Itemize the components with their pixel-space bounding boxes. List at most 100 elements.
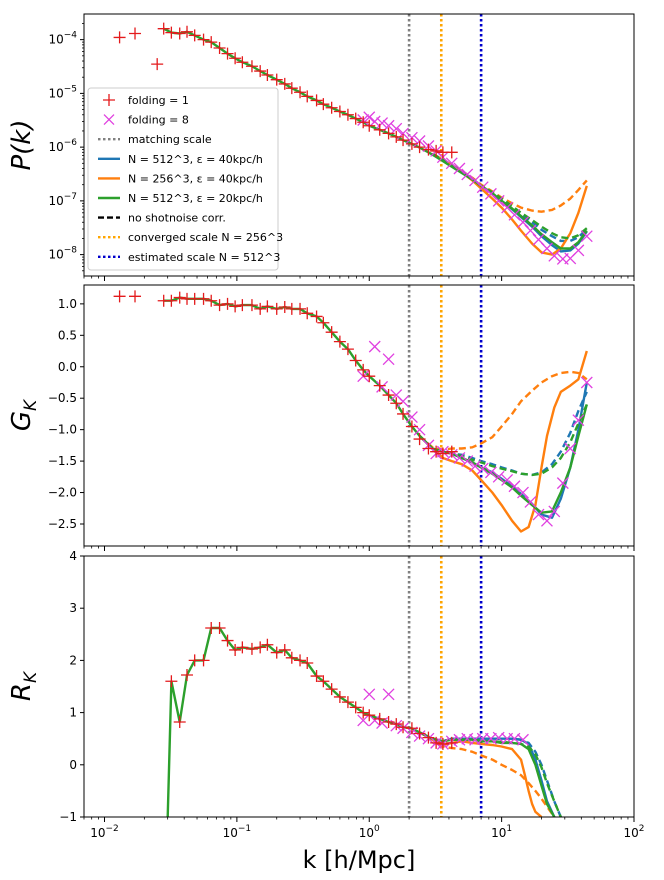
folding1-marker bbox=[213, 41, 226, 54]
folding1-marker bbox=[390, 397, 403, 410]
folding1-marker bbox=[382, 715, 395, 728]
folding1-marker bbox=[173, 715, 186, 728]
folding8-marker bbox=[532, 508, 545, 521]
folding1-marker bbox=[254, 302, 267, 315]
folding1-marker bbox=[285, 651, 298, 664]
folding1-marker bbox=[413, 141, 426, 154]
folding1-marker bbox=[197, 292, 210, 305]
folding1-marker bbox=[261, 300, 274, 313]
legend-label: folding = 1 bbox=[128, 94, 189, 107]
legend-label: converged scale N = 256^3 bbox=[128, 231, 283, 244]
folding8-marker bbox=[445, 157, 458, 170]
folding1-marker bbox=[349, 112, 362, 125]
folding1-marker bbox=[422, 143, 435, 156]
legend-box bbox=[87, 87, 279, 271]
folding8-marker bbox=[501, 474, 514, 486]
folding8-marker bbox=[548, 505, 561, 518]
folding1-marker bbox=[373, 123, 386, 136]
folding1-marker bbox=[363, 119, 376, 132]
folding8-marker bbox=[376, 380, 389, 393]
folding1-marker bbox=[363, 709, 376, 722]
folding1-marker bbox=[236, 56, 249, 69]
folding8-marker bbox=[556, 477, 569, 490]
folding1-marker bbox=[349, 354, 362, 367]
folding1-marker bbox=[181, 669, 194, 682]
folding8-marker bbox=[548, 249, 561, 262]
folding1-marker bbox=[229, 643, 242, 656]
folding8-marker bbox=[572, 244, 585, 257]
folding1-marker bbox=[333, 105, 346, 118]
folding8-marker bbox=[517, 486, 529, 499]
folding1-marker bbox=[310, 670, 323, 683]
folding8-marker bbox=[390, 122, 403, 135]
folding8-marker bbox=[453, 451, 466, 464]
folding8-marker bbox=[484, 466, 497, 479]
axes-frame bbox=[83, 284, 635, 547]
folding1-marker bbox=[317, 98, 330, 111]
folding1-marker bbox=[445, 146, 458, 159]
folding1-marker bbox=[310, 310, 323, 323]
folding1-marker bbox=[341, 343, 354, 356]
plot-area bbox=[113, 14, 593, 276]
folding1-marker bbox=[129, 290, 142, 303]
folding1-marker bbox=[188, 29, 201, 42]
folding1-marker bbox=[236, 641, 249, 654]
y-tick-label: 10−7 bbox=[48, 192, 77, 208]
legend: folding = 1 folding = 8 matching scale N = … bbox=[87, 87, 283, 271]
folding8-marker bbox=[524, 496, 537, 508]
folding8-marker bbox=[461, 168, 474, 181]
y-axis-label: RK bbox=[7, 670, 41, 701]
folding1-marker bbox=[151, 58, 164, 71]
folding8-marker bbox=[524, 224, 537, 237]
folding1-marker bbox=[430, 144, 443, 157]
series-line-dashed bbox=[431, 152, 588, 240]
y-tick-label: 10−8 bbox=[48, 246, 77, 262]
folding8-marker bbox=[413, 135, 426, 147]
folding1-marker bbox=[413, 727, 426, 740]
folding1-marker bbox=[301, 307, 314, 320]
folding1-marker bbox=[357, 116, 370, 129]
y-tick-label: 10−6 bbox=[48, 138, 77, 154]
folding1-marker bbox=[278, 643, 291, 656]
folding1-marker bbox=[221, 297, 234, 310]
series-line-dashed bbox=[419, 731, 556, 817]
folding8-marker bbox=[397, 395, 410, 408]
folding1-marker bbox=[357, 706, 370, 719]
folding8-marker bbox=[376, 117, 389, 130]
folding1-marker bbox=[261, 638, 274, 651]
folding1-marker bbox=[205, 294, 218, 307]
folding1-marker bbox=[310, 94, 323, 107]
folding1-marker bbox=[221, 47, 234, 60]
folding8-marker bbox=[357, 370, 370, 383]
y-tick-label: −1 bbox=[59, 810, 77, 824]
folding8-marker bbox=[453, 162, 466, 175]
legend-label: matching scale bbox=[128, 133, 212, 146]
series-line-dashed bbox=[418, 391, 588, 477]
legend-label: N = 512^3, ε = 40kpc/h bbox=[128, 153, 263, 166]
folding1-marker bbox=[405, 420, 418, 433]
folding1-marker bbox=[157, 22, 170, 35]
legend-marker bbox=[103, 114, 115, 126]
y-tick-label: 10−4 bbox=[48, 31, 77, 47]
y-axis-label: P(k) bbox=[7, 119, 37, 170]
legend-label: no shotnoise corr. bbox=[128, 212, 226, 225]
x-tick-label: 100 bbox=[359, 824, 380, 840]
folding8-marker bbox=[382, 688, 395, 701]
folding1-marker bbox=[197, 654, 210, 667]
folding1-marker bbox=[430, 445, 443, 458]
folding1-marker bbox=[382, 127, 395, 140]
folding1-marker bbox=[301, 90, 314, 103]
folding1-marker bbox=[245, 642, 258, 655]
folding1-marker bbox=[221, 634, 234, 647]
folding1-marker bbox=[294, 86, 307, 99]
folding1-marker bbox=[373, 379, 386, 392]
y-tick-label: 0.0 bbox=[58, 360, 77, 374]
series-line bbox=[163, 296, 588, 514]
axes-frame bbox=[83, 555, 635, 818]
series-line-dashed bbox=[418, 404, 588, 477]
folding1-marker bbox=[317, 316, 330, 329]
y-axis-label: GK bbox=[7, 398, 41, 431]
x-tick-label: 101 bbox=[491, 824, 512, 840]
